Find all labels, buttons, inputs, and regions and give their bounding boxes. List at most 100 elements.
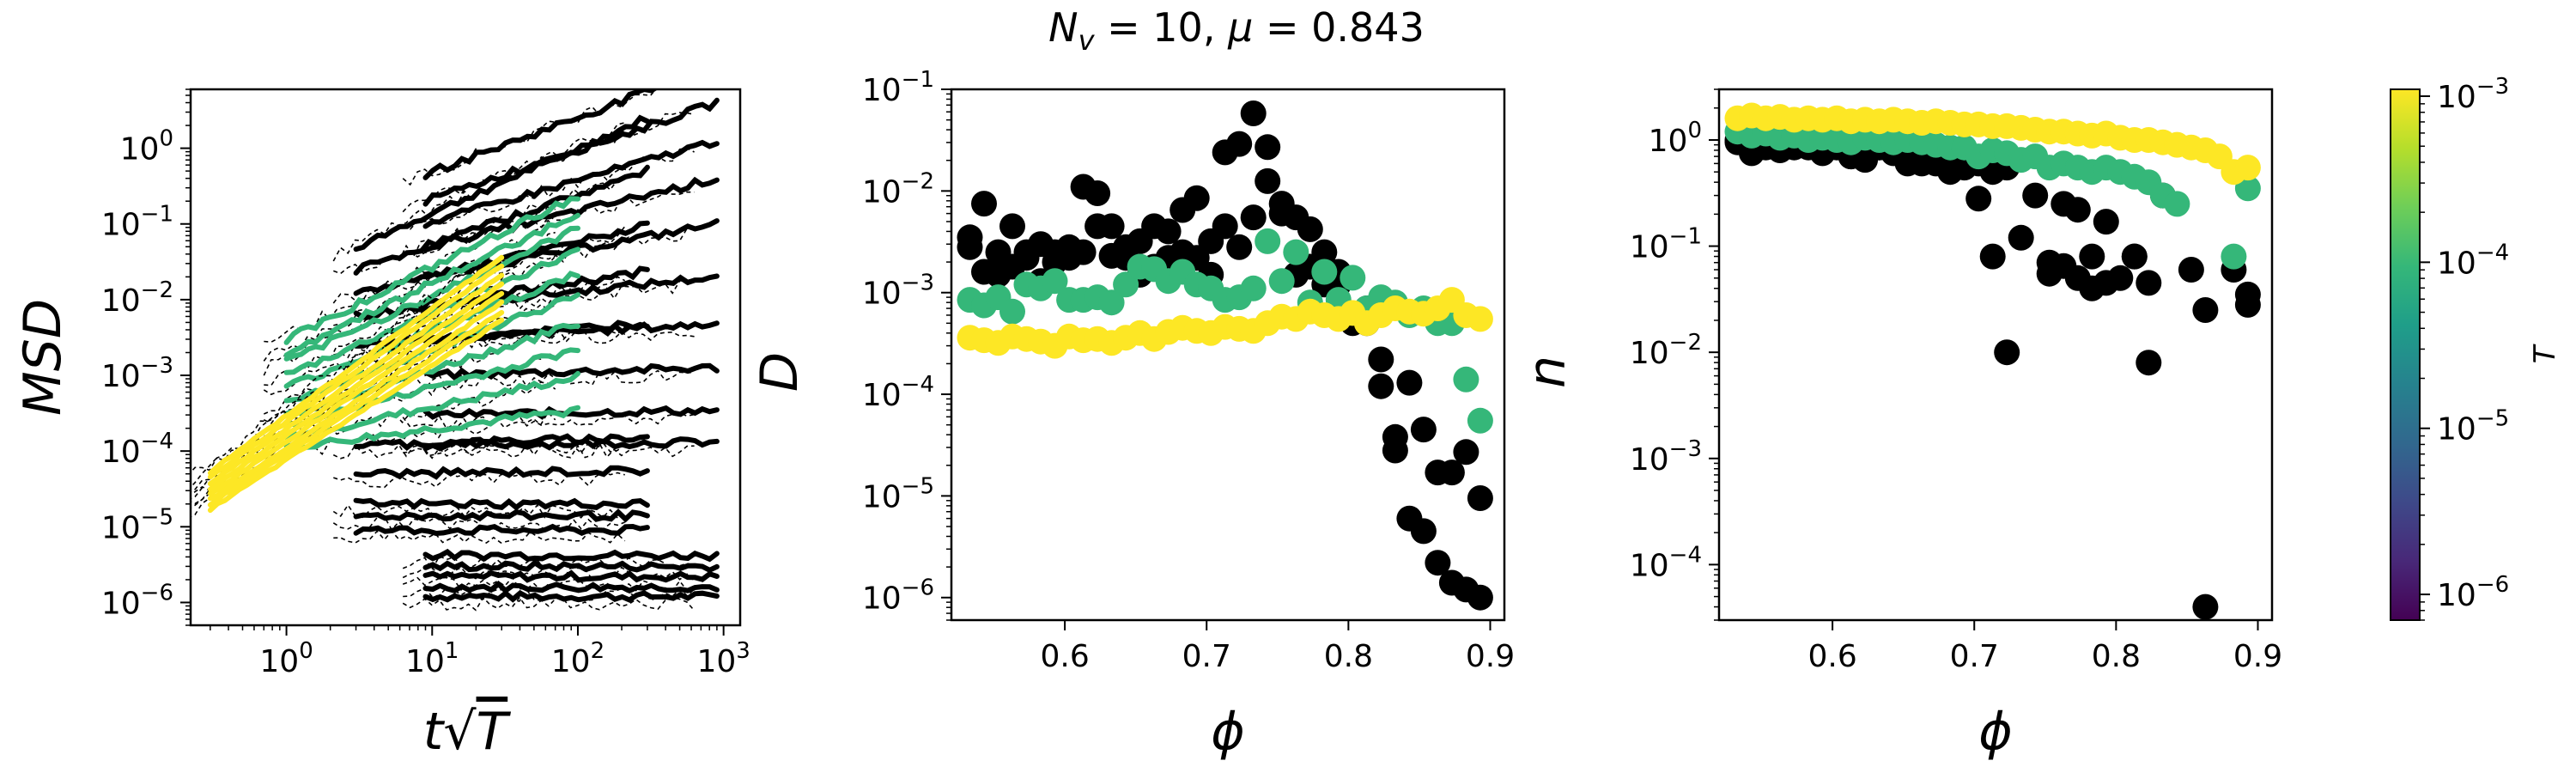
exponent-point <box>2107 265 2134 291</box>
diffusion-xlabel: ϕ <box>1211 702 1245 762</box>
msd-frame <box>189 88 742 627</box>
msd-line <box>422 569 720 583</box>
diffusion-point <box>1467 306 1493 332</box>
fit-line <box>402 369 695 391</box>
exponent-point <box>2064 197 2091 223</box>
fit-line <box>263 303 556 415</box>
msd-line <box>353 164 650 276</box>
fit-line <box>332 503 625 520</box>
msd-line <box>207 264 505 480</box>
exponent-point <box>2192 297 2219 323</box>
x-tick-label: 0.9 <box>1466 639 1515 674</box>
diffusion-point <box>1226 131 1253 157</box>
y-tick-label: 10−4 <box>101 429 173 470</box>
diffusion-point <box>1084 213 1111 240</box>
diffusion-point <box>1283 239 1309 265</box>
figure-suptitle: Nv = 10, μ = 0.843 <box>1048 4 1425 57</box>
exponent-point <box>1979 243 2006 270</box>
suptitle-eq2: = 0.843 <box>1253 4 1424 51</box>
msd-line <box>207 299 505 502</box>
y-tick-label: 10−3 <box>101 353 173 394</box>
diffusion-ylabel: D <box>750 352 810 392</box>
y-tick-label: 10−3 <box>1630 436 1702 478</box>
fit-line <box>402 566 696 581</box>
diffusion-point <box>971 259 997 285</box>
msd-line <box>207 254 505 476</box>
exponent-point <box>1994 339 2020 366</box>
fit-line <box>263 219 556 362</box>
y-tick-label: 10−1 <box>1630 224 1702 265</box>
diffusion-point <box>1268 200 1295 227</box>
x-tick-label: 0.9 <box>2233 639 2282 674</box>
exponent-point <box>2022 182 2049 209</box>
exponent-point <box>2192 593 2219 620</box>
msd-line <box>353 508 650 523</box>
diffusion-point <box>1467 485 1493 511</box>
diffusion-point <box>1240 100 1267 126</box>
y-tick-label: 10−5 <box>862 473 934 514</box>
colorbar-tick-label: 10−3 <box>2437 74 2509 115</box>
msd-line <box>422 89 659 180</box>
msd-line <box>353 497 650 511</box>
msd-xlabel: t√T <box>423 702 512 762</box>
diffusion-point <box>1070 239 1097 265</box>
diffusion-point <box>1438 460 1465 486</box>
fit-line <box>402 575 695 592</box>
x-tick-label: 0.6 <box>1040 639 1089 674</box>
diffusion-point <box>1268 268 1295 295</box>
y-tick-label: 10−2 <box>1630 330 1702 371</box>
x-tick-label: 101 <box>405 638 459 679</box>
exponent-point <box>1965 186 1992 212</box>
msd-line <box>422 548 720 563</box>
colorbar: 10−6 10−5 10−4 10−3 T <box>2390 74 2562 621</box>
x-tick-label: 0.7 <box>1182 639 1231 674</box>
x-tick-label: 0.6 <box>1807 639 1856 674</box>
msd-line <box>422 176 720 253</box>
y-tick-label: 100 <box>120 126 173 167</box>
y-tick-label: 10−2 <box>862 168 934 210</box>
diffusion-point <box>1212 213 1238 240</box>
diffusion-point <box>1340 265 1366 291</box>
exponent-point <box>2121 243 2148 270</box>
diffusion-point <box>1425 550 1451 576</box>
diffusion-point <box>999 213 1025 240</box>
exponent-point <box>2178 257 2204 283</box>
diffusion-point <box>957 234 983 260</box>
diffusion-point <box>999 298 1025 325</box>
exponent-xlabel: ϕ <box>1978 702 2013 762</box>
colorbar-label: T <box>2528 344 2562 363</box>
exponent-point <box>2136 350 2162 376</box>
msd-line <box>207 290 505 496</box>
x-tick-label: 0.8 <box>1324 639 1373 674</box>
fit-line <box>402 596 696 612</box>
exponent-point <box>1937 159 1964 186</box>
suptitle-mu: μ <box>1227 4 1253 51</box>
y-tick-label: 10−1 <box>862 67 934 108</box>
diffusion-point <box>1255 134 1281 161</box>
exponent-panel: 10−4 10−3 10−2 10−1 100 0.6 0.7 0.8 0.9 n ϕ <box>1517 88 2282 762</box>
diffusion-point <box>1453 439 1479 466</box>
colorbar-tick-label: 10−6 <box>2437 572 2509 613</box>
msd-line <box>353 523 650 537</box>
colorbar-tick-label: 10−5 <box>2437 406 2509 447</box>
diffusion-point <box>1013 239 1040 265</box>
fit-line <box>402 147 695 230</box>
x-tick-label: 0.8 <box>2092 639 2141 674</box>
diffusion-point <box>1240 204 1267 231</box>
diffusion-point <box>1396 369 1423 396</box>
diffusion-point <box>1042 268 1068 295</box>
msd-line <box>207 281 505 492</box>
exponent-point <box>2234 291 2261 318</box>
exponent-point <box>2234 155 2261 181</box>
diffusion-point <box>971 191 997 217</box>
fit-line <box>332 441 626 460</box>
msd-line <box>283 405 580 451</box>
suptitle-n: N <box>1048 4 1078 51</box>
diffusion-frame <box>950 88 1506 622</box>
exponent-ylabel: n <box>1517 356 1577 388</box>
exponent-point <box>2008 224 2034 251</box>
fit-line <box>403 331 695 350</box>
msd-line <box>353 114 650 253</box>
msd-line <box>283 212 580 358</box>
